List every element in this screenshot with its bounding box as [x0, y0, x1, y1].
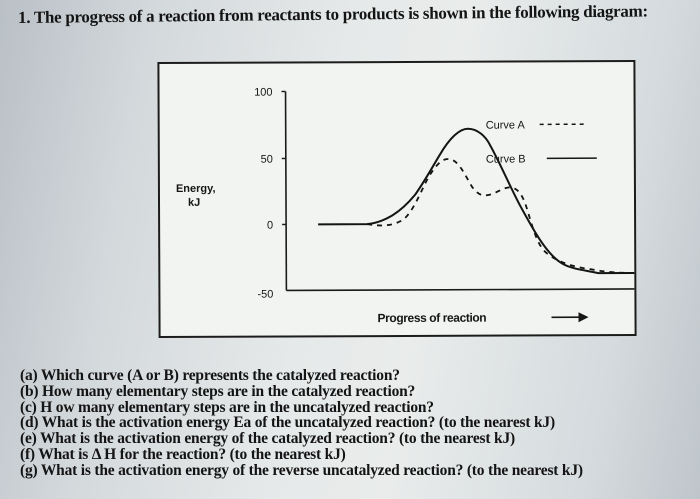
question-a: (a) Which curve (A or B) represents the … — [20, 367, 400, 384]
y-tick-label-0: 0 — [267, 220, 273, 232]
question-f: (f) What is Δ H for the reaction? (to th… — [20, 445, 346, 463]
y-axis — [284, 91, 288, 291]
question-e: (e) What is the activation energy of the… — [20, 430, 515, 448]
question-list: (a) Which curve (A or B) represents the … — [20, 368, 583, 479]
question-title: 1. The progress of a reaction from react… — [18, 1, 648, 27]
curve-a-line — [366, 158, 635, 274]
question-d: (d) What is the activation energy Ea of … — [20, 414, 555, 432]
y-axis-label-line1: Energy, — [176, 183, 216, 195]
y-tick-label-100: 100 — [254, 87, 272, 99]
legend-curve-b-label: Curve B — [486, 153, 526, 165]
y-axis-label-line2: kJ — [188, 197, 200, 209]
x-axis — [286, 288, 635, 292]
energy-diagram: Energy, kJ 100 50 0 -50 Curve A Curve B … — [157, 59, 637, 339]
question-g: (g) What is the activation energy of the… — [20, 461, 583, 479]
y-tick-label-50: 50 — [261, 154, 273, 166]
question-c: (c) H ow many elementary steps are in th… — [20, 398, 434, 416]
legend-curve-a-label: Curve A — [486, 119, 526, 131]
y-tick-label-minus50: -50 — [257, 289, 273, 301]
question-b: (b) How many elementary steps are in the… — [20, 382, 416, 400]
x-axis-label: Progress of reaction — [377, 311, 486, 325]
x-axis-arrow-icon — [551, 312, 589, 323]
curve-b-line — [318, 127, 635, 275]
